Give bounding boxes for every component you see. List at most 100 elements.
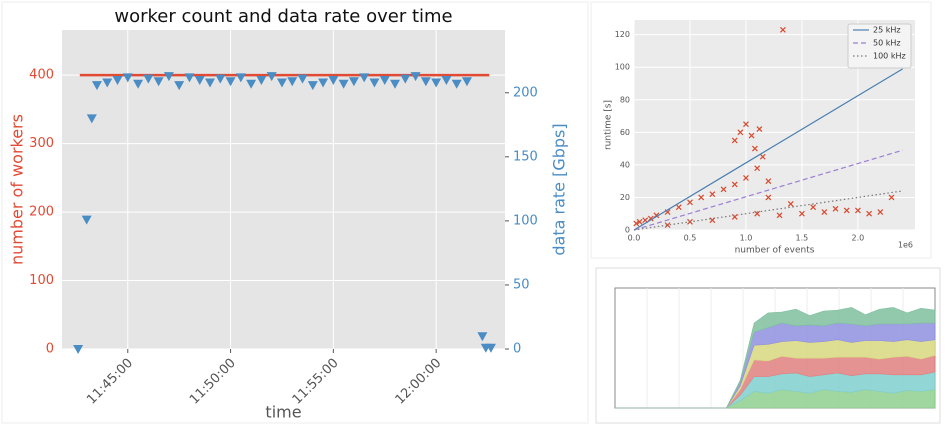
scatter-point xyxy=(633,220,640,227)
x-tick-label: 0.0 xyxy=(628,234,641,243)
scatter-point xyxy=(832,205,839,212)
rate-marker xyxy=(256,75,267,85)
rate-marker xyxy=(297,74,308,84)
y-axis-label: runtime [s] xyxy=(604,100,614,150)
x-offset-label: 1e6 xyxy=(898,241,913,250)
scatter-point xyxy=(866,210,873,217)
scatter-point xyxy=(779,26,786,33)
scatter-point xyxy=(765,194,772,201)
scatter-point xyxy=(776,212,783,219)
x-tick-label: 12:00:00 xyxy=(393,356,445,408)
x-tick-label: 11:50:00 xyxy=(187,356,239,408)
y-tick-label: 400 xyxy=(29,68,54,83)
x-tick-label: 11:55:00 xyxy=(290,356,342,408)
y2-tick-label: 50 xyxy=(513,277,530,292)
rate-line xyxy=(633,149,903,231)
scatter-point xyxy=(843,207,850,214)
rate-marker xyxy=(318,78,329,88)
rate-marker xyxy=(102,78,113,88)
scatter-point xyxy=(664,222,671,229)
rate-marker xyxy=(485,343,496,353)
scatter-point xyxy=(743,174,749,181)
rate-marker xyxy=(338,79,349,89)
stacked-area xyxy=(615,307,936,409)
scatter-point xyxy=(731,181,738,188)
y-tick-label: 80 xyxy=(620,95,630,104)
rate-marker xyxy=(379,75,390,85)
rate-marker xyxy=(194,75,205,85)
y-tick-label: 20 xyxy=(620,193,630,202)
y-tick-label: 60 xyxy=(620,128,630,137)
rate-marker xyxy=(73,345,84,354)
rate-marker xyxy=(81,215,92,225)
rate-marker xyxy=(410,72,421,82)
scatter-point xyxy=(675,204,682,211)
rate-marker xyxy=(143,74,154,84)
scatter-point xyxy=(810,204,817,211)
y-tick-label: 100 xyxy=(615,63,630,72)
rate-marker xyxy=(225,77,236,87)
rate-marker xyxy=(369,78,380,88)
x-axis-label: time xyxy=(265,403,301,422)
scatter-point xyxy=(888,194,895,201)
rate-marker xyxy=(307,81,318,91)
scatter-point xyxy=(751,145,758,152)
rate-marker xyxy=(451,79,462,89)
scatter-point xyxy=(821,209,828,216)
rate-marker xyxy=(235,73,246,83)
scatter-point xyxy=(709,191,716,198)
rate-line xyxy=(633,68,903,231)
rate-marker xyxy=(266,72,277,82)
legend-label: 100 kHz xyxy=(873,52,906,61)
rate-marker xyxy=(276,78,287,88)
panel-frame xyxy=(1,1,589,424)
rate-marker xyxy=(461,77,472,87)
scatter-point xyxy=(759,153,766,160)
y-tick-label: 0 xyxy=(46,342,54,357)
x-tick-label: 0.5 xyxy=(684,234,697,243)
legend-label: 25 kHz xyxy=(873,26,901,35)
x-axis-label: number of events xyxy=(735,246,815,256)
y-tick-label: 40 xyxy=(620,160,630,169)
rate-marker xyxy=(86,114,97,124)
legend-label: 50 kHz xyxy=(873,39,901,48)
x-tick-label: 1.5 xyxy=(796,234,809,243)
rate-marker xyxy=(359,73,370,83)
scatter-point xyxy=(748,132,755,139)
scatter-point xyxy=(737,129,744,136)
rate-marker xyxy=(420,77,431,87)
rate-marker xyxy=(441,75,452,85)
scatter-point xyxy=(698,194,705,201)
scatter-point xyxy=(877,209,884,216)
rate-marker xyxy=(133,79,144,89)
scatter-point xyxy=(765,178,772,185)
rate-marker xyxy=(390,79,401,89)
rate-marker xyxy=(431,78,442,88)
y-axis-label: number of workers xyxy=(8,114,27,265)
scatter-point xyxy=(756,126,763,132)
rate-marker xyxy=(215,74,226,84)
panel-frame xyxy=(595,267,941,424)
scatter-point xyxy=(854,207,861,214)
rate-marker xyxy=(328,75,339,85)
x-tick-label: 1.0 xyxy=(740,234,753,243)
rate-marker xyxy=(287,77,298,87)
y-tick-label: 200 xyxy=(29,205,54,220)
scatter-point xyxy=(743,121,749,128)
scatter-point xyxy=(687,199,693,206)
scatter-point xyxy=(754,210,761,217)
rate-marker xyxy=(122,73,133,83)
scatter-point xyxy=(799,210,805,217)
scatter-point xyxy=(754,165,761,172)
rate-marker xyxy=(477,332,488,342)
rate-marker xyxy=(205,78,216,88)
x-tick-label: 2.0 xyxy=(852,234,865,243)
x-tick-label: 11:45:00 xyxy=(84,356,136,408)
rate-marker xyxy=(246,79,257,89)
y-tick-label: 300 xyxy=(29,136,54,151)
rate-marker xyxy=(163,72,174,82)
y2-axis-label: data rate [Gbps] xyxy=(550,123,569,255)
legend-box xyxy=(847,23,912,69)
y2-tick-label: 200 xyxy=(513,85,538,100)
